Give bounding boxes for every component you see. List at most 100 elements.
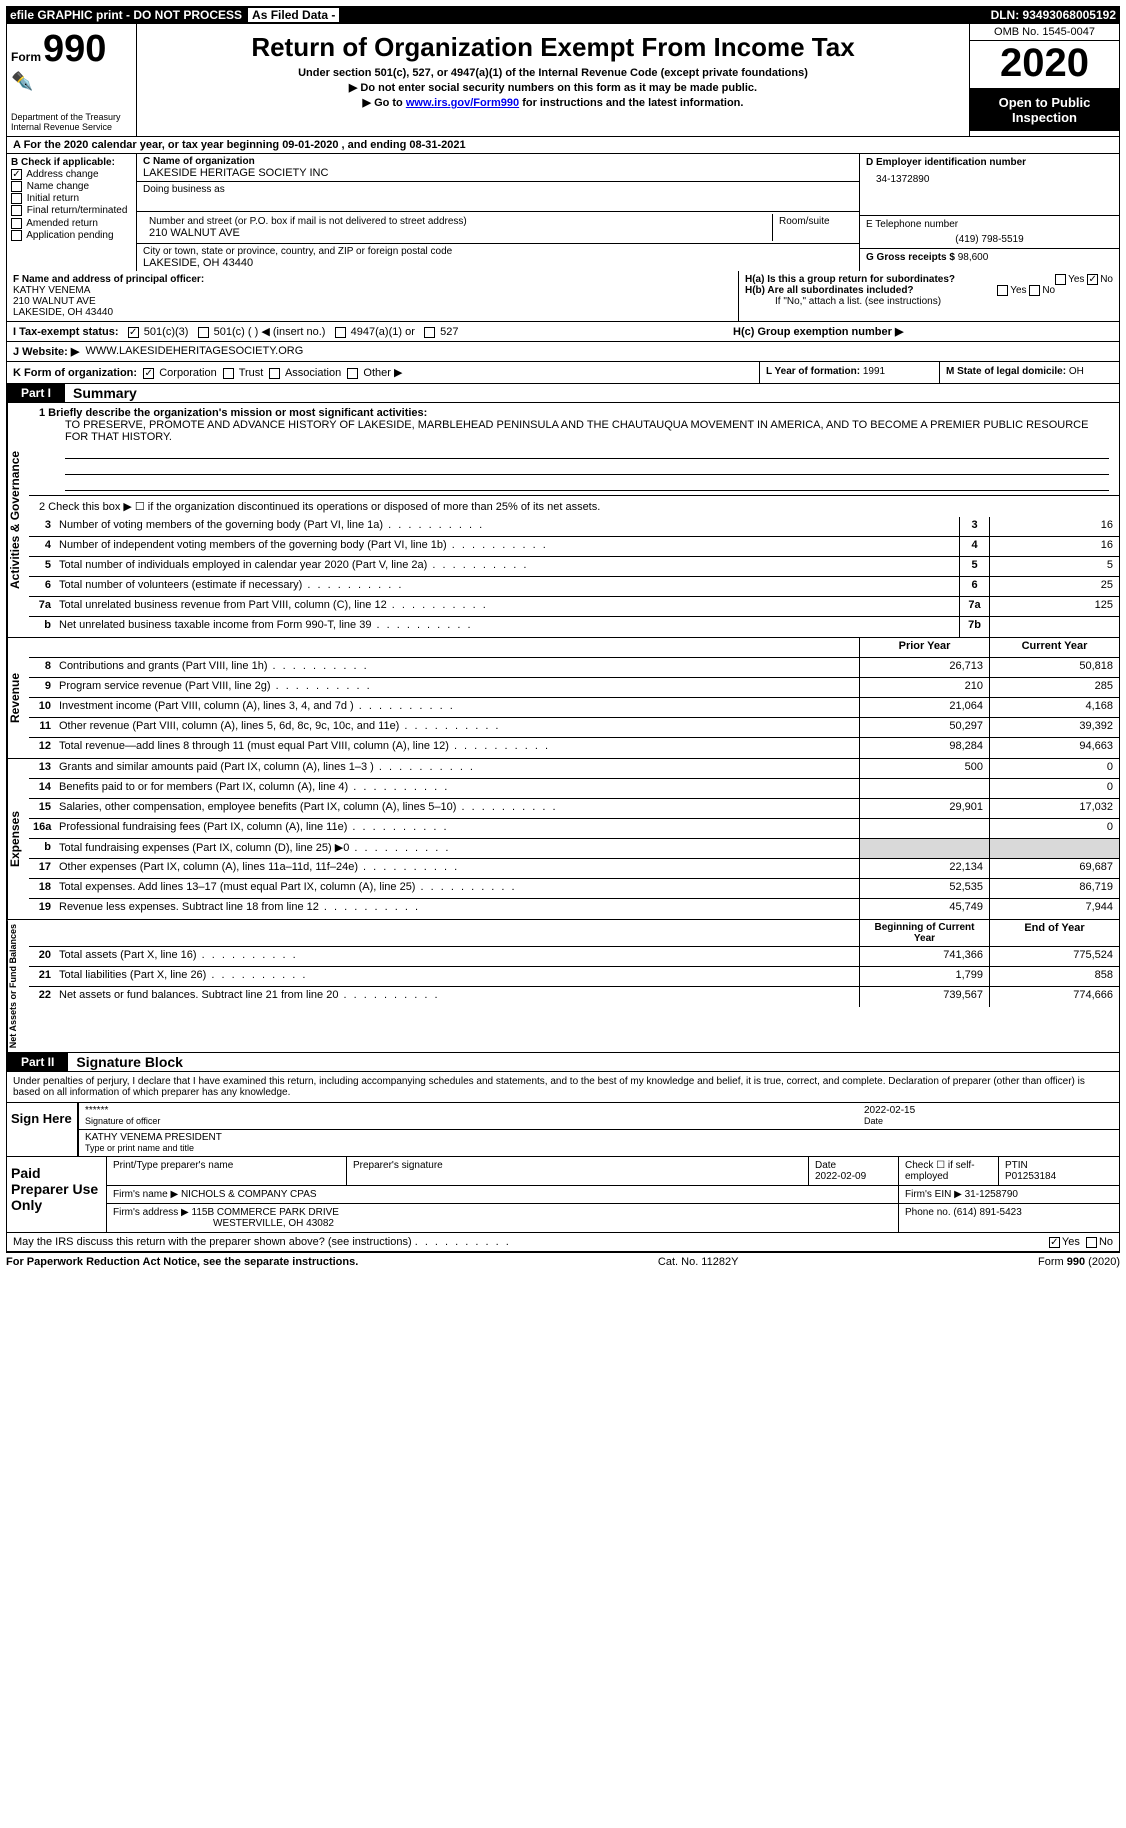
- part-ii-title: Signature Block: [68, 1054, 183, 1070]
- ein-label: D Employer identification number: [866, 157, 1113, 168]
- lbl-pending: Application pending: [26, 230, 113, 241]
- opt-527: 527: [440, 326, 458, 338]
- chk-final[interactable]: [11, 205, 22, 216]
- row-num: 9: [29, 678, 55, 697]
- org-form-label: K Form of organization:: [13, 367, 137, 379]
- org-name: LAKESIDE HERITAGE SOCIETY INC: [143, 167, 853, 179]
- current-val: 858: [989, 967, 1119, 986]
- org-name-label: C Name of organization: [143, 156, 853, 167]
- chk-pending[interactable]: [11, 230, 22, 241]
- current-val: 0: [989, 759, 1119, 778]
- chk-amended[interactable]: [11, 218, 22, 229]
- row-label: Revenue less expenses. Subtract line 18 …: [55, 899, 859, 919]
- current-val: 0: [989, 779, 1119, 798]
- vtab-gov: Activities & Governance: [7, 403, 29, 637]
- prior-val: 22,134: [859, 859, 989, 878]
- irs-link[interactable]: www.irs.gov/Form990: [406, 97, 519, 109]
- domicile-label: M State of legal domicile:: [946, 366, 1069, 377]
- form-header: Form 990 ✒️ Department of the Treasury I…: [6, 24, 1120, 137]
- col-b-checkboxes: B Check if applicable: ✓ Address change …: [7, 154, 137, 271]
- current-val: 0: [989, 819, 1119, 838]
- vtab-exp: Expenses: [7, 759, 29, 919]
- hb-no[interactable]: [1029, 285, 1040, 296]
- may-no[interactable]: [1086, 1237, 1097, 1248]
- website-label: J Website: ▶: [13, 345, 79, 358]
- chk-trust[interactable]: [223, 368, 234, 379]
- row-val: 25: [989, 577, 1119, 596]
- chk-address[interactable]: ✓: [11, 169, 22, 180]
- year-col: OMB No. 1545-0047 2020 Open to Public In…: [969, 24, 1119, 136]
- firm-ein-label: Firm's EIN ▶: [905, 1189, 962, 1200]
- footer-left: For Paperwork Reduction Act Notice, see …: [6, 1256, 358, 1268]
- row-label: Net unrelated business taxable income fr…: [55, 617, 959, 637]
- ha-no[interactable]: ✓: [1087, 274, 1098, 285]
- prior-year-header: Prior Year: [859, 638, 989, 657]
- ha-yes[interactable]: [1055, 274, 1066, 285]
- chk-initial[interactable]: [11, 193, 22, 204]
- prep-date-label: Date: [815, 1160, 836, 1171]
- gross-value: 98,600: [958, 252, 989, 263]
- chk-501c3[interactable]: ✓: [128, 327, 139, 338]
- row-num: 7a: [29, 597, 55, 616]
- prior-val: [859, 779, 989, 798]
- tax-status-label: I Tax-exempt status:: [13, 326, 119, 338]
- sig-of-label: Signature of officer: [85, 1116, 160, 1126]
- officer-label: F Name and address of principal officer:: [13, 274, 204, 285]
- firm-addr1: 115B COMMERCE PARK DRIVE: [192, 1207, 339, 1218]
- chk-501c[interactable]: [198, 327, 209, 338]
- may-yes[interactable]: ✓: [1049, 1237, 1060, 1248]
- row-id: 6: [959, 577, 989, 596]
- firm-name-label: Firm's name ▶: [113, 1189, 178, 1200]
- row-i-tax-status: I Tax-exempt status: ✓ 501(c)(3) 501(c) …: [6, 322, 1120, 342]
- row-id: 4: [959, 537, 989, 556]
- form-id-col: Form 990 ✒️ Department of the Treasury I…: [7, 24, 137, 136]
- current-val: 94,663: [989, 738, 1119, 758]
- dln-label: DLN: 93493068005192: [991, 8, 1116, 22]
- self-emp-label: Check ☐ if self-employed: [899, 1157, 999, 1185]
- row-label: Total fundraising expenses (Part IX, col…: [55, 839, 859, 858]
- chk-4947[interactable]: [335, 327, 346, 338]
- prior-val: 500: [859, 759, 989, 778]
- opt-corp: Corporation: [159, 367, 216, 379]
- footer-mid: Cat. No. 11282Y: [658, 1256, 739, 1268]
- current-val: 285: [989, 678, 1119, 697]
- prior-val: 1,799: [859, 967, 989, 986]
- opt-trust: Trust: [239, 367, 264, 379]
- row-id: 5: [959, 557, 989, 576]
- hb-yes[interactable]: [997, 285, 1008, 296]
- prior-val: 29,901: [859, 799, 989, 818]
- prior-val: 50,297: [859, 718, 989, 737]
- exp-section: Expenses 13 Grants and similar amounts p…: [6, 759, 1120, 920]
- row-label: Salaries, other compensation, employee b…: [55, 799, 859, 818]
- efile-label: efile GRAPHIC print - DO NOT PROCESS: [10, 8, 242, 22]
- chk-assoc[interactable]: [269, 368, 280, 379]
- part-i-title: Summary: [65, 385, 137, 401]
- website-value: WWW.LAKESIDEHERITAGESOCIETY.ORG: [85, 345, 303, 358]
- opt-4947: 4947(a)(1) or: [351, 326, 415, 338]
- lbl-final: Final return/terminated: [27, 206, 128, 217]
- row-label: Number of voting members of the governin…: [55, 517, 959, 536]
- street-label: Number and street (or P.O. box if mail i…: [149, 216, 766, 227]
- prep-name-label: Print/Type preparer's name: [107, 1157, 347, 1185]
- chk-corp[interactable]: ✓: [143, 368, 154, 379]
- officer-name: KATHY VENEMA: [13, 285, 90, 296]
- lbl-name: Name change: [27, 181, 89, 192]
- phone-label: E Telephone number: [866, 219, 1113, 230]
- sign-here-label: Sign Here: [7, 1103, 77, 1156]
- opt-501c3: 501(c)(3): [144, 326, 189, 338]
- chk-527[interactable]: [424, 327, 435, 338]
- part-ii-tag: Part II: [7, 1053, 68, 1071]
- sig-stars: ******: [85, 1105, 108, 1116]
- part-i-tag: Part I: [7, 384, 65, 402]
- sig-date: 2022-02-15: [864, 1105, 915, 1116]
- row-val: 16: [989, 517, 1119, 536]
- year-formed: 1991: [863, 366, 885, 377]
- chk-other[interactable]: [347, 368, 358, 379]
- row-label: Total assets (Part X, line 16): [55, 947, 859, 966]
- row-num: 4: [29, 537, 55, 556]
- part-i-bar: Part I Summary: [6, 384, 1120, 403]
- top-bar: efile GRAPHIC print - DO NOT PROCESS As …: [6, 6, 1120, 24]
- chk-name[interactable]: [11, 181, 22, 192]
- officer-sig-name: KATHY VENEMA PRESIDENT: [85, 1132, 222, 1143]
- row-num: 22: [29, 987, 55, 1007]
